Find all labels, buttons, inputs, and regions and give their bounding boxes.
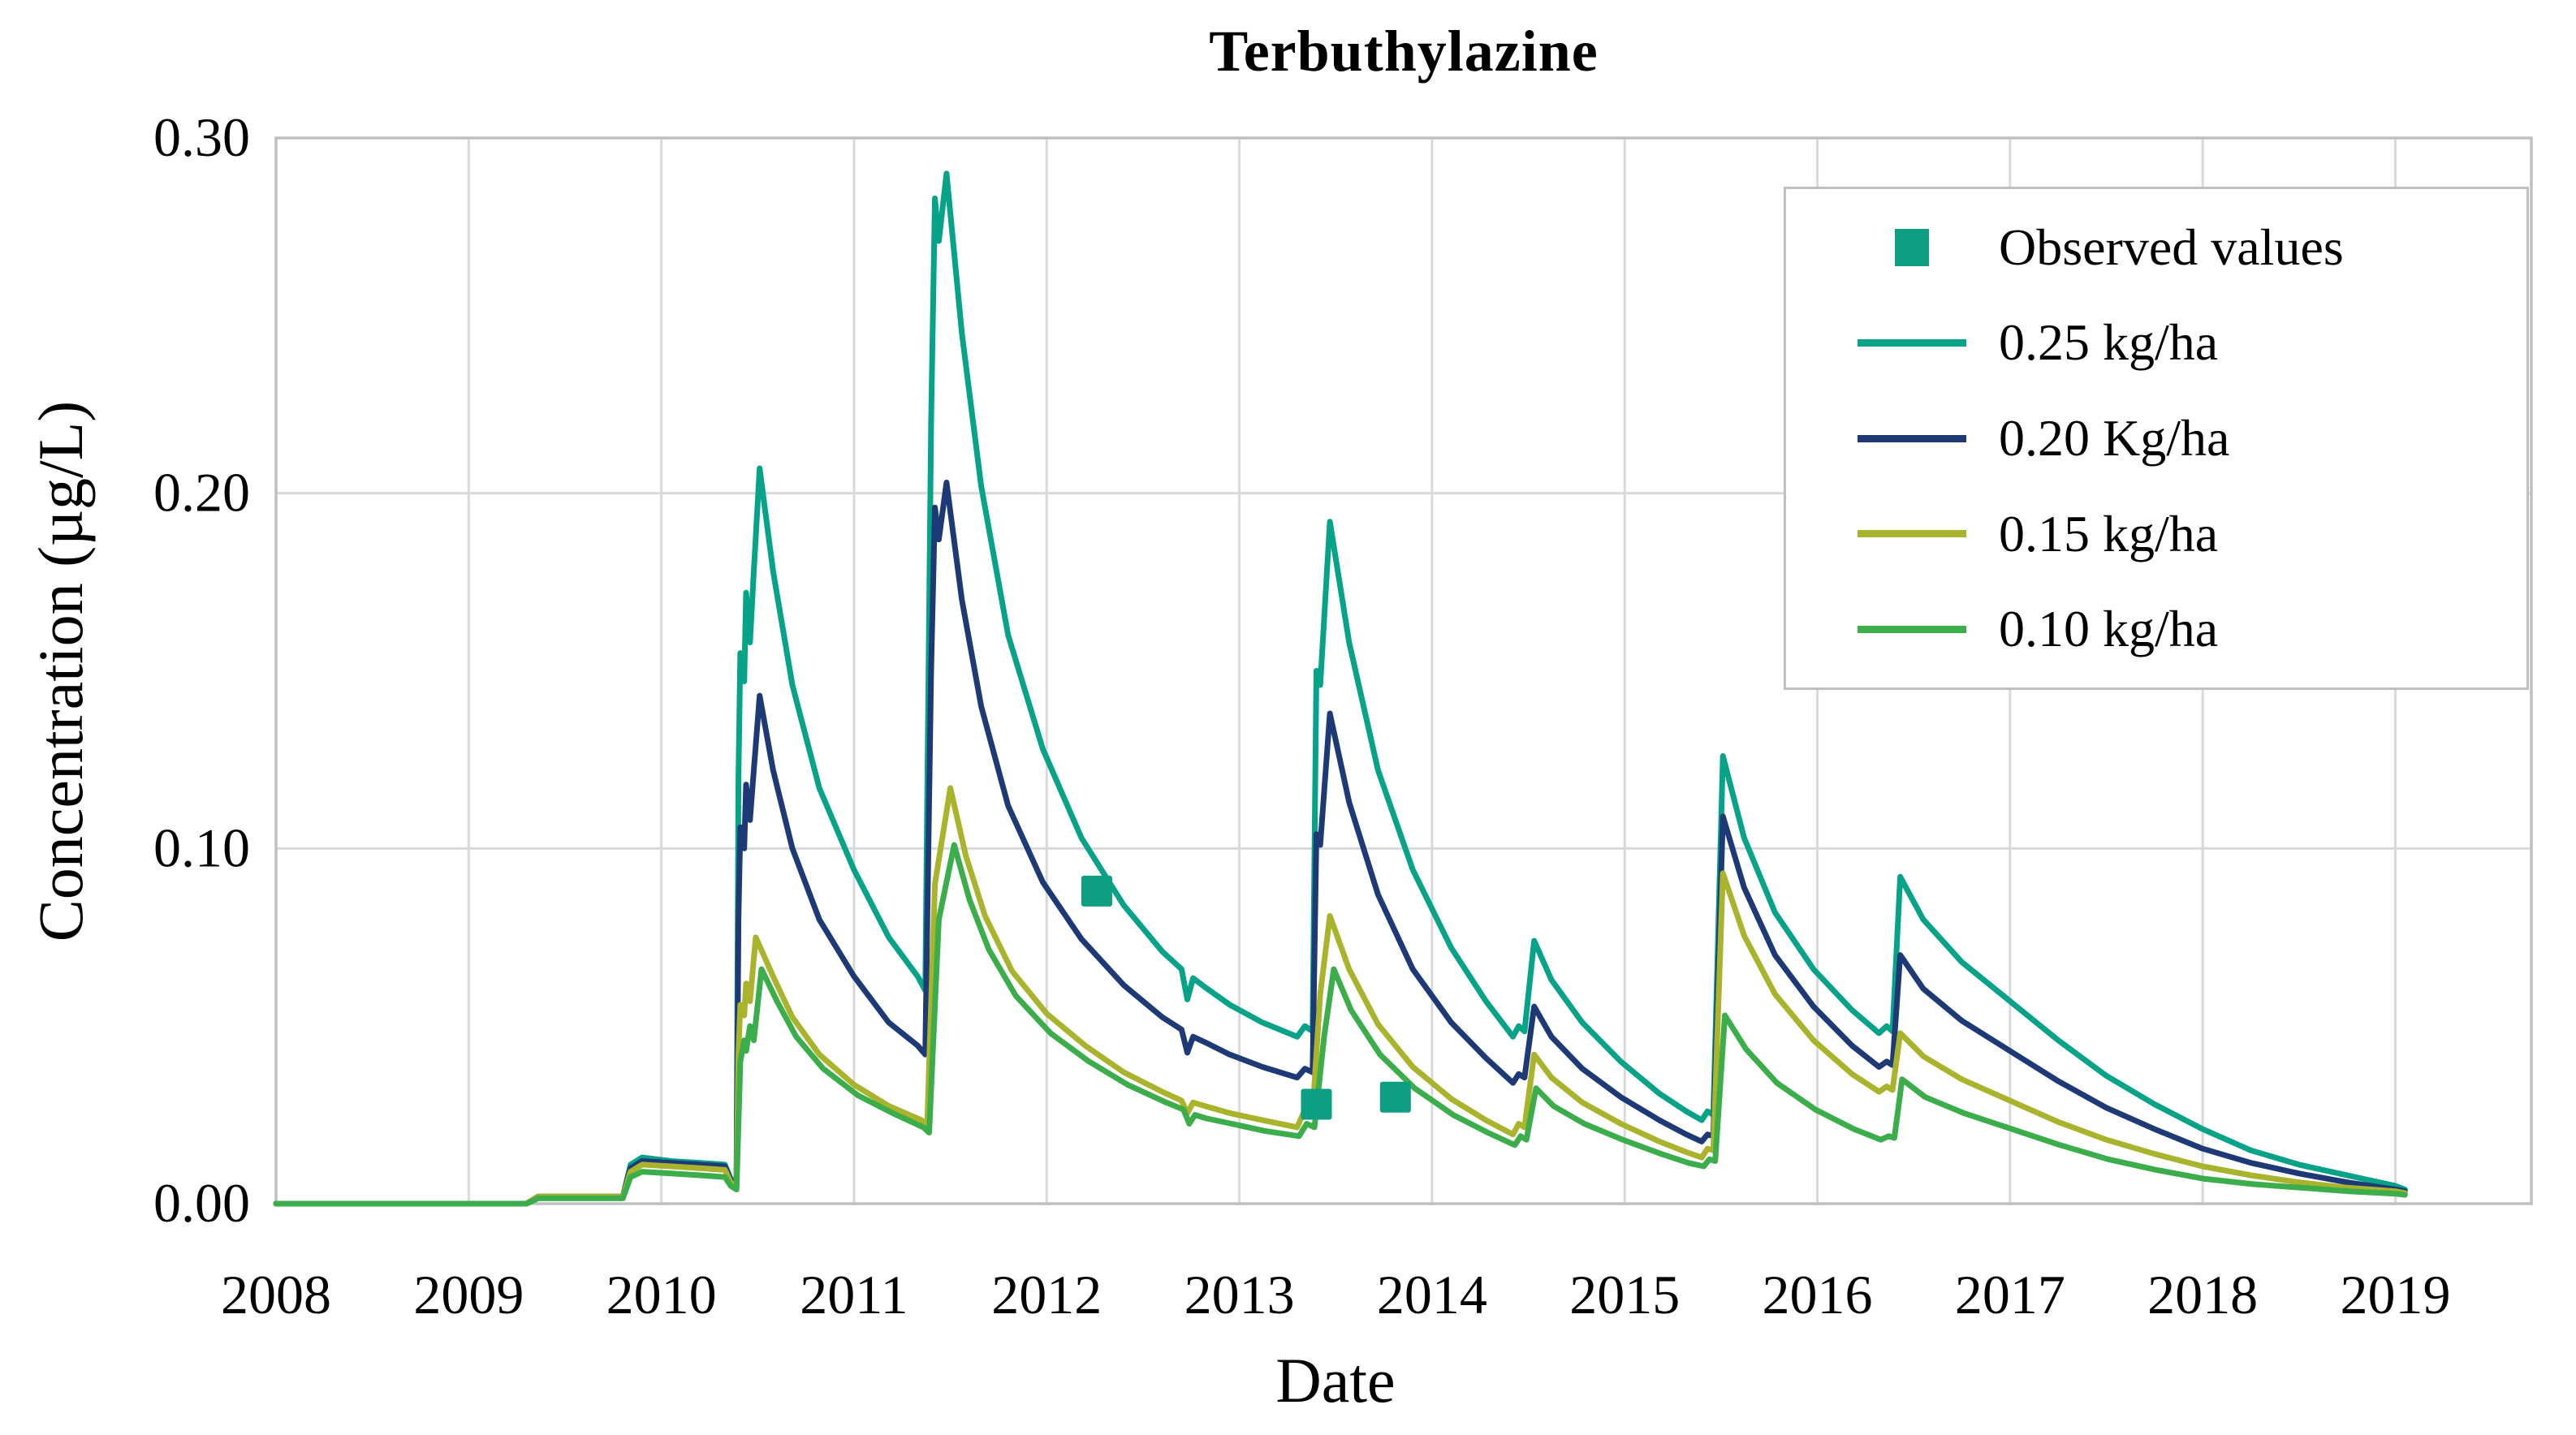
- x-tick-label: 2009: [413, 1264, 524, 1325]
- observed-point: [1081, 875, 1112, 907]
- line-swatch-icon: [1843, 622, 1981, 636]
- y-tick-label: 0.00: [153, 1172, 250, 1234]
- plot-area: [274, 136, 2533, 1205]
- legend-box: Observed values 0.25 kg/ha 0.20 Kg/ha 0.…: [1784, 187, 2529, 690]
- chart-title: Terbuthylazine: [1209, 19, 1599, 84]
- line-swatch-icon: [1843, 431, 1981, 446]
- x-tick-label: 2015: [1569, 1264, 1680, 1325]
- x-tick-label: 2011: [800, 1264, 908, 1325]
- x-tick-label: 2016: [1763, 1264, 1873, 1325]
- y-tick-label: 0.30: [153, 106, 250, 168]
- y-tick-label: 0.10: [153, 817, 250, 878]
- legend-item-observed: Observed values: [1843, 202, 2526, 293]
- series-line-0-20-kg-ha: [273, 480, 2408, 1207]
- legend-label: Observed values: [1999, 218, 2344, 276]
- legend-item-025: 0.25 kg/ha: [1843, 297, 2526, 388]
- legend-item-020: 0.20 Kg/ha: [1843, 393, 2526, 484]
- y-tick-label: 0.20: [153, 462, 250, 524]
- x-tick-label: 2018: [2147, 1264, 2258, 1325]
- legend-label: 0.25 kg/ha: [1999, 313, 2219, 372]
- x-tick-label: 2013: [1184, 1264, 1295, 1325]
- x-tick-label: 2017: [1955, 1264, 2065, 1325]
- line-swatch-icon: [1843, 335, 1981, 350]
- series-line-0-10-kg-ha: [273, 842, 2408, 1207]
- observed-square-icon: [1843, 228, 1981, 266]
- series-line-0-15-kg-ha: [273, 785, 2408, 1207]
- observed-point: [1379, 1081, 1411, 1113]
- x-tick-label: 2012: [991, 1264, 1102, 1325]
- legend-label: 0.20 Kg/ha: [1999, 408, 2230, 467]
- line-swatch-icon: [1843, 527, 1981, 541]
- series-line-0-25-kg-ha: [273, 170, 2408, 1207]
- x-tick-label: 2010: [606, 1264, 717, 1325]
- x-tick-label: 2019: [2340, 1264, 2450, 1325]
- legend-label: 0.15 kg/ha: [1999, 504, 2219, 562]
- x-axis-title: Date: [1275, 1345, 1396, 1416]
- legend-label: 0.10 kg/ha: [1999, 600, 2219, 658]
- legend-item-010: 0.10 kg/ha: [1843, 584, 2526, 674]
- y-axis-title: Concentration (µg/L): [25, 400, 96, 942]
- x-tick-label: 2008: [221, 1264, 331, 1325]
- x-tick-label: 2014: [1377, 1264, 1487, 1325]
- observed-point: [1301, 1088, 1332, 1120]
- legend-item-015: 0.15 kg/ha: [1843, 489, 2526, 580]
